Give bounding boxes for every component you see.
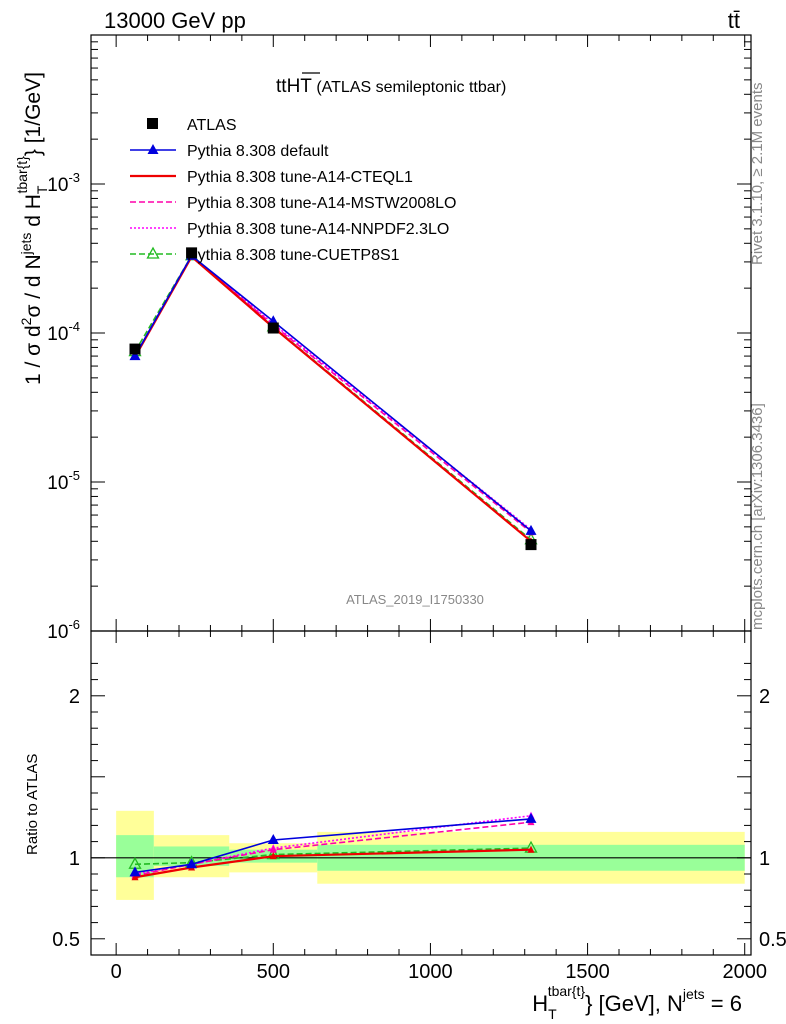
x-tick-label: 500 (257, 961, 290, 983)
data-point (525, 539, 537, 551)
ratio-frame (90, 630, 752, 956)
rivet-label: Rivet 3.1.10, ≥ 2.1M events (749, 83, 766, 266)
x-tick-label: 0 (111, 961, 122, 983)
ratio-y-tick-label-right: 1 (759, 848, 770, 870)
ratio-series-line (134, 818, 532, 874)
mcplots-label: mcplots.cern.ch [arXiv:1306.3436] (749, 403, 766, 630)
data-point (129, 343, 141, 355)
ratio-series-marker (267, 833, 279, 844)
main-y-axis-label: 1 / σ d2σ / d Njets d HTtbar{t}} [1/GeV] (14, 72, 50, 385)
y-tick-label: 10-6 (47, 617, 80, 643)
main-series-line (134, 254, 532, 532)
header-energy: 13000 GeV pp (104, 8, 246, 33)
main-series-line (134, 255, 532, 543)
legend-label: Pythia 8.308 default (187, 143, 329, 160)
ratio-series-marker (129, 866, 141, 877)
legend-label: Pythia 8.308 tune-CUETP8S1 (187, 247, 400, 264)
ratio-series-marker (269, 845, 277, 853)
ratio-y-tick-label: 0.5 (52, 929, 80, 951)
x-tick-label: 2000 (722, 961, 767, 983)
ratio-series-marker (186, 858, 198, 869)
ratio-series-marker (269, 852, 277, 860)
y-tick-label: 10-3 (47, 170, 80, 196)
ratio-y-tick-label-right: 0.5 (759, 929, 786, 951)
main-series-line (134, 254, 532, 531)
plot-title: ttHT (ATLAS semileptonic ttbar) (276, 76, 506, 97)
main-series-line (134, 254, 532, 541)
legend-label: Pythia 8.308 tune-A14-NNPDF2.3LO (187, 221, 449, 238)
ratio-y-tick-label: 1 (69, 848, 80, 870)
legend-marker (147, 144, 159, 154)
legend-marker (146, 246, 160, 259)
ratio-series (128, 811, 538, 881)
header-process: tt̄ (728, 8, 740, 33)
main-series (128, 247, 538, 551)
legend-label: Pythia 8.308 tune-A14-MSTW2008LO (187, 195, 456, 212)
y-tick-label: 10-5 (47, 468, 80, 494)
x-tick-label: 1500 (565, 961, 610, 983)
legend-label: Pythia 8.308 tune-A14-CTEQL1 (187, 169, 413, 186)
x-tick-label: 1000 (408, 961, 453, 983)
ratio-y-tick-label: 2 (69, 686, 80, 708)
ratio-series-line (134, 848, 532, 879)
ratio-series-line (134, 847, 532, 866)
analysis-watermark: ATLAS_2019_I1750330 (346, 592, 484, 607)
x-axis-label: HTtbar{t}} [GeV], Njets = 6 (532, 983, 742, 1022)
ratio-y-tick-label-right: 2 (759, 686, 770, 708)
legend-marker (147, 118, 158, 129)
ratio-series-line (134, 821, 532, 877)
ratio-series-marker (527, 845, 535, 853)
legend-label: ATLAS (187, 117, 237, 134)
data-point (186, 247, 198, 259)
main-series-marker (129, 350, 141, 361)
y-tick-label: 10-4 (47, 319, 80, 345)
ratio-bands (91, 810, 751, 900)
main-series-marker (525, 524, 537, 535)
legend: ATLAS Pythia 8.308 default Pythia 8.308 tu… (130, 117, 456, 264)
ratio-series-marker (525, 812, 537, 823)
ratio-y-axis-label: Ratio to ATLAS (24, 754, 41, 855)
axes: 0 500 1000 1500 2000 10-6 10-5 10-4 10-3 0.5 0.5 1 1… (47, 34, 786, 983)
data-point (267, 322, 279, 334)
ratio-series-marker (131, 873, 139, 881)
